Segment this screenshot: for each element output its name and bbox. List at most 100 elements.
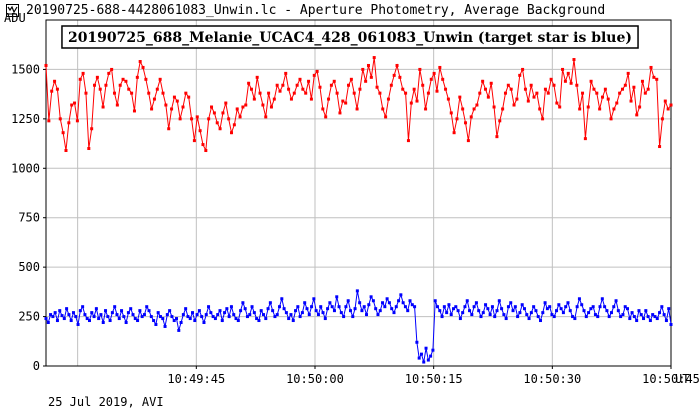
data-point [390,307,394,311]
data-point [538,107,542,111]
data-point [351,315,355,319]
data-point [360,309,364,313]
data-point [606,97,610,101]
data-point [612,305,616,309]
data-point [660,117,664,121]
data-point [204,313,208,317]
light-curve-icon[interactable] [6,4,19,17]
data-point [258,91,262,95]
data-point [651,313,655,317]
data-point [46,321,50,325]
data-point [58,309,62,313]
data-point [50,89,54,93]
data-point [426,91,430,95]
data-point [273,315,277,319]
data-point [501,107,505,111]
data-point [316,313,320,317]
data-point [463,305,467,309]
data-point [170,107,174,111]
data-point [364,79,368,83]
data-point [257,319,261,323]
data-point [369,295,373,299]
data-point [90,311,94,315]
data-point [192,139,196,143]
data-point [81,305,85,309]
data-point [291,319,295,323]
data-point [516,315,520,319]
data-point [179,321,183,325]
data-point [193,319,197,323]
data-point [635,319,639,323]
data-point [181,105,185,109]
data-point [110,67,114,71]
data-point [663,99,667,103]
data-point [534,309,538,313]
data-point [71,311,75,315]
data-point [195,313,199,317]
data-point [191,311,195,315]
data-point [561,311,565,315]
data-point [324,115,328,119]
data-point [150,107,154,111]
data-point [464,121,468,125]
data-point [589,307,593,311]
data-point [94,307,98,311]
data-point [335,91,339,95]
data-point [138,309,142,313]
data-point [341,99,345,103]
x-tick-label: 10:50:30 [523,372,581,386]
data-point [362,305,366,309]
data-point [347,83,351,87]
data-point [506,83,510,87]
data-point [607,315,611,319]
data-point [53,79,57,83]
data-point [124,321,128,325]
data-point [60,314,64,318]
data-point [392,73,396,77]
data-point [344,101,348,105]
data-point [312,73,316,77]
data-point [490,305,494,309]
data-point [204,148,208,152]
data-point [415,99,419,103]
data-point [310,305,314,309]
data-point [618,91,622,95]
data-point [117,317,121,321]
data-point [539,319,543,323]
data-point [87,319,91,323]
data-point [184,307,188,311]
data-point [378,309,382,313]
data-point [271,309,275,313]
data-point [172,95,176,99]
data-point [252,311,256,315]
data-point [412,87,416,91]
data-point [195,115,199,119]
data-point [609,117,613,121]
data-point [605,309,609,313]
data-point [130,91,134,95]
data-point [408,299,412,303]
data-point [319,305,323,309]
data-point [642,317,646,321]
data-point [326,307,330,311]
data-point [558,105,562,109]
data-point [358,301,362,305]
data-point [449,313,453,317]
data-point [586,105,590,109]
data-point [223,311,227,315]
data-point [315,69,319,73]
data-point [147,309,151,313]
data-point [107,71,111,75]
data-point [221,111,225,115]
data-point [278,305,282,309]
data-point [623,83,627,87]
data-point [381,107,385,111]
data-point [202,321,206,325]
data-point [488,313,492,317]
data-point [161,317,165,321]
data-point [628,317,632,321]
data-point [603,87,607,91]
data-point [486,95,490,99]
data-point [369,75,373,79]
